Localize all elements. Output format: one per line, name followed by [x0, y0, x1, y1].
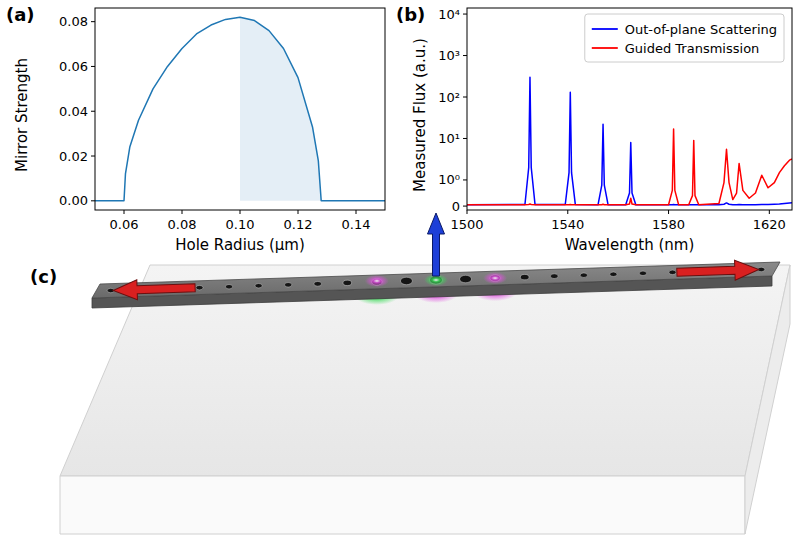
x-tick-label: 1500: [450, 217, 483, 232]
x-tick: [124, 210, 125, 214]
hole: [580, 273, 587, 278]
x-tick-label: 1620: [753, 217, 786, 232]
substrate-front: [60, 476, 745, 534]
x-tick: [240, 210, 241, 214]
x-tick: [668, 210, 669, 214]
hole: [550, 274, 558, 279]
highlight-group: [240, 17, 321, 201]
x-tick-label: 0.12: [284, 217, 313, 232]
y-tick-label: 0.06: [59, 59, 88, 74]
hole: [460, 275, 472, 282]
substrate-side: [745, 265, 790, 534]
y-tick-label: 10⁰: [438, 172, 460, 187]
y-tick-label: 10⁴: [438, 7, 460, 22]
x-tick-label: 1580: [652, 217, 685, 232]
hole: [520, 274, 529, 279]
highlight-area: [240, 17, 321, 201]
transmission-arrow: [677, 260, 760, 283]
y-tick-label: 10¹: [438, 131, 460, 146]
x-tick: [769, 210, 770, 214]
y-tick: [91, 66, 95, 67]
hole: [255, 283, 262, 287]
x-tick-label: 0.08: [168, 217, 197, 232]
chart-panel: 1500 1540 1580 1620 0 10⁰ 10¹ 10² 10³ 10⁴ Waveleng…: [396, 4, 792, 254]
y-tick-label: 10³: [438, 48, 460, 63]
y-tick: [91, 156, 95, 157]
hole: [343, 280, 352, 285]
x-tick: [567, 210, 568, 214]
x-axis-title: Hole Radius (μm): [175, 236, 305, 254]
data-line: [467, 77, 792, 205]
legend-swatch: [592, 47, 618, 49]
arrow-shape: [113, 278, 196, 301]
transmission-arrow: [113, 278, 196, 301]
y-tick-label: 0.04: [59, 104, 88, 119]
x-tick-label: 1540: [551, 217, 584, 232]
x-tick-label: 0.10: [226, 217, 255, 232]
y-tick: [91, 111, 95, 112]
legend-label: Guided Transmission: [625, 41, 760, 56]
x-tick: [356, 210, 357, 214]
x-tick: [298, 210, 299, 214]
plot-area: [95, 17, 385, 201]
y-tick-label: 0.08: [59, 14, 88, 29]
arrow-shape: [428, 213, 445, 276]
y-tick: [463, 138, 467, 139]
hole: [610, 272, 617, 276]
hole: [225, 284, 232, 288]
axes-frame: [95, 8, 385, 210]
y-tick: [91, 200, 95, 201]
y-tick-label: 0.00: [59, 193, 88, 208]
hole: [314, 281, 322, 286]
mode-glow: [483, 272, 507, 284]
legend-box: [585, 14, 784, 62]
hole: [285, 283, 292, 288]
legend: Out-of-plane Scattering Guided Transmissi…: [585, 14, 784, 62]
device-diagram: (c): [30, 213, 790, 534]
x-axis-title: Wavelength (nm): [565, 236, 695, 254]
hole: [400, 277, 412, 284]
legend-label: Out-of-plane Scattering: [625, 22, 777, 37]
arrow-shape: [677, 260, 760, 283]
y-tick: [463, 97, 467, 98]
plot-area: [467, 77, 792, 205]
chart-panel: 0.06 0.08 0.10 0.12 0.14 0.00 0.02 0.04 0.06 0.08…: [6, 4, 385, 254]
x-tick: [182, 210, 183, 214]
y-tick: [463, 55, 467, 56]
panel-label: (b): [396, 4, 425, 25]
substrate-top: [60, 265, 790, 476]
legend-swatch: [592, 28, 618, 30]
x-tick-label: 0.14: [342, 217, 371, 232]
y-tick: [91, 21, 95, 22]
y-tick-label: 10²: [438, 90, 460, 105]
hole: [669, 270, 676, 274]
data-line: [95, 17, 385, 201]
axes-frame: [467, 8, 792, 210]
x-tick: [467, 210, 468, 214]
figure: 0.06 0.08 0.10 0.12 0.14 0.00 0.02 0.04 0.06 0.08…: [0, 0, 804, 540]
scattering-arrow: [428, 213, 445, 276]
y-axis-title: Mirror Strength: [13, 58, 31, 172]
mode-glow: [365, 275, 389, 287]
y-axis-title: Measured Flux (a.u.): [411, 38, 429, 192]
panel-label: (a): [6, 4, 35, 25]
hole: [639, 271, 646, 275]
data-line: [467, 129, 792, 205]
panel-label: (c): [30, 266, 57, 287]
y-tick: [463, 14, 467, 15]
y-tick-label: 0.02: [59, 149, 88, 164]
y-tick-label: 0: [452, 199, 460, 214]
y-tick: [463, 179, 467, 180]
hole: [196, 285, 203, 289]
y-tick: [463, 206, 467, 207]
x-tick-label: 0.06: [110, 217, 139, 232]
